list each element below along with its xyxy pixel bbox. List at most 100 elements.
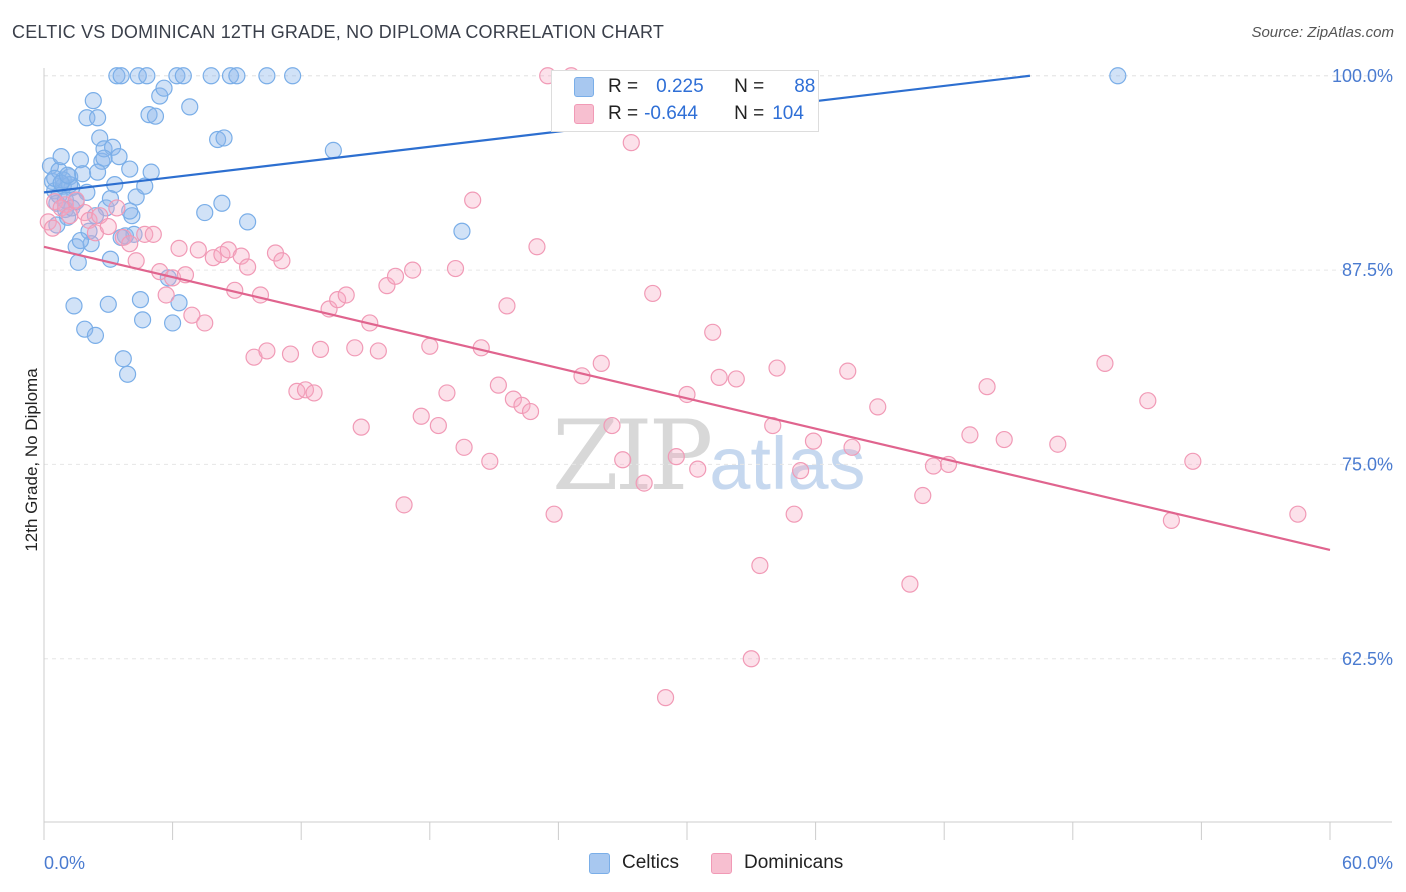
celtics-point xyxy=(118,365,137,383)
legend-n-label: N = xyxy=(734,103,765,124)
celtics-point xyxy=(58,166,77,184)
celtics-point xyxy=(91,129,109,147)
celtics-point xyxy=(131,291,150,309)
dominicans-point xyxy=(43,219,62,237)
y-axis-label: 12th Grade, No Diploma xyxy=(22,368,41,552)
celtics-point xyxy=(453,222,471,240)
celtics-point xyxy=(99,295,117,313)
dominicans-point xyxy=(305,384,323,402)
dominicans-point xyxy=(545,505,563,523)
celtics-point xyxy=(142,163,160,181)
celtics-point xyxy=(202,67,220,85)
celtics-point xyxy=(65,297,83,315)
dominicans-point xyxy=(61,207,79,225)
dominicans-point xyxy=(446,259,465,278)
dominicans-point xyxy=(961,426,979,444)
legend-r-label: R = xyxy=(608,103,639,124)
dominicans-point xyxy=(504,390,522,408)
dominicans-point xyxy=(978,378,996,396)
celtics-point xyxy=(82,235,100,253)
chart-title: CELTIC VS DOMINICAN 12TH GRADE, NO DIPLO… xyxy=(12,22,665,42)
dominicans-point xyxy=(114,228,132,247)
dominicans-point xyxy=(281,345,300,363)
dominicans-point xyxy=(196,314,214,332)
dominicans-point xyxy=(914,486,932,505)
celtics-point xyxy=(181,98,199,116)
celtics-point xyxy=(170,294,188,312)
celtics-point xyxy=(112,67,130,85)
trend-lines xyxy=(43,74,1331,552)
dominicans-point xyxy=(513,396,531,414)
celtics-point xyxy=(1109,67,1127,85)
x-tick-label: 60.0% xyxy=(1342,853,1393,873)
dominicans-point xyxy=(183,306,201,324)
celtics-trend-line xyxy=(43,74,1031,194)
celtics-point xyxy=(155,79,173,97)
dominicans-point xyxy=(329,291,347,309)
celtics-point xyxy=(196,203,214,222)
dominicans-point xyxy=(352,418,370,436)
celtics-point xyxy=(52,148,70,166)
y-tick-label: 87.5% xyxy=(1342,260,1393,280)
legend-r-value: -0.644 xyxy=(644,103,698,124)
dominicans-point xyxy=(727,370,745,388)
tick-labels: 62.5% 75.0% 87.5% 100.0% 0.0% 60.0% 12th Grade… xyxy=(22,66,1393,873)
watermark-zip: ZIP xyxy=(552,400,713,512)
watermark-atlas: atlas xyxy=(709,422,866,505)
celtics-point xyxy=(140,106,158,124)
dominicans-point xyxy=(667,448,685,466)
celtics-point xyxy=(71,231,90,250)
celtics-point xyxy=(71,151,90,169)
dominicans-point xyxy=(337,286,355,304)
dominicans-point xyxy=(311,340,330,358)
dominicans-point xyxy=(170,239,188,257)
dominicans-point xyxy=(108,199,126,217)
dominicans-point xyxy=(528,238,546,256)
dominicans-point xyxy=(421,337,439,355)
correlation-legend: R = 0.225 N = 88 R = -0.644 N = 104 xyxy=(551,70,819,132)
series-dominicans xyxy=(39,67,1307,707)
dominicans-point xyxy=(689,460,707,478)
dominicans-point xyxy=(481,452,499,470)
celtics-point xyxy=(76,320,94,338)
celtics-point xyxy=(136,177,154,195)
celtics-point xyxy=(221,67,240,85)
watermark: ZIPatlas xyxy=(552,400,866,512)
dominicans-point xyxy=(751,556,769,575)
dominicans-point xyxy=(622,134,640,152)
legend-row-celtics: R = 0.225 N = 88 xyxy=(574,75,815,99)
series-legend-dominicans[interactable]: Dominicans xyxy=(711,852,843,874)
dominicans-point xyxy=(464,191,482,209)
celtics-point xyxy=(88,163,107,181)
dominicans-point xyxy=(232,247,250,265)
celtics-point xyxy=(95,149,113,167)
chart-source: Source: ZipAtlas.com xyxy=(1251,24,1394,41)
dominicans-point xyxy=(1139,392,1157,410)
celtics-point xyxy=(93,152,111,170)
dominicans-point xyxy=(386,267,405,285)
dominicans-point xyxy=(644,284,662,303)
celtics-point xyxy=(151,87,169,105)
celtics-point xyxy=(258,67,276,85)
celtics-point xyxy=(86,326,105,344)
legend-swatch-dominicans xyxy=(574,104,594,124)
series-legend-celtics[interactable]: Celtics xyxy=(589,852,679,874)
celtics-point xyxy=(133,311,152,329)
celtics-point xyxy=(209,130,227,149)
dominicans-point xyxy=(901,575,919,593)
dominicans-point xyxy=(239,258,257,276)
dominicans-point xyxy=(710,368,728,386)
legend-row-dominicans: R = -0.644 N = 104 xyxy=(574,102,804,126)
legend-r-value: 0.225 xyxy=(656,76,704,97)
y-tick-label: 100.0% xyxy=(1332,66,1393,86)
celtics-point xyxy=(168,67,186,85)
legend-n-label: N = xyxy=(734,76,765,97)
dominicans-point xyxy=(869,398,887,416)
dominicans-point xyxy=(189,241,207,259)
dominicans-point xyxy=(768,359,786,377)
dominicans-point xyxy=(635,474,653,492)
axes xyxy=(43,68,1392,840)
dominicans-point xyxy=(99,217,117,236)
dominicans-point xyxy=(251,286,270,304)
celtics-point xyxy=(101,189,120,208)
